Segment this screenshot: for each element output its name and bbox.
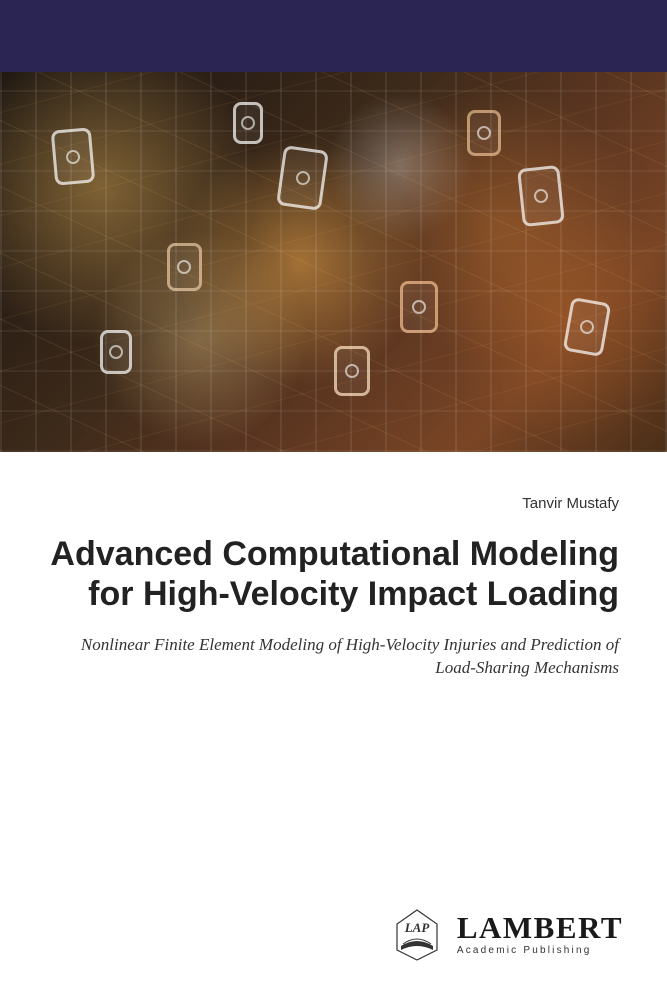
svg-text:LAP: LAP xyxy=(404,920,431,935)
publisher-name: LAMBERT xyxy=(457,912,623,943)
cover-text-block: Tanvir Mustafy Advanced Computational Mo… xyxy=(48,495,619,680)
book-subtitle: Nonlinear Finite Element Modeling of Hig… xyxy=(48,634,619,680)
top-accent-bar xyxy=(0,0,667,72)
publisher-text: LAMBERT Academic Publishing xyxy=(457,912,623,956)
hero-glyph-overlay xyxy=(0,72,667,452)
book-title: Advanced Computational Modeling for High… xyxy=(48,534,619,614)
publisher-tagline: Academic Publishing xyxy=(457,946,623,956)
publisher-block: LAP LAMBERT Academic Publishing xyxy=(389,906,623,962)
cover-hero-image xyxy=(0,72,667,452)
author-name: Tanvir Mustafy xyxy=(48,495,619,512)
publisher-logo-icon: LAP xyxy=(389,906,445,962)
